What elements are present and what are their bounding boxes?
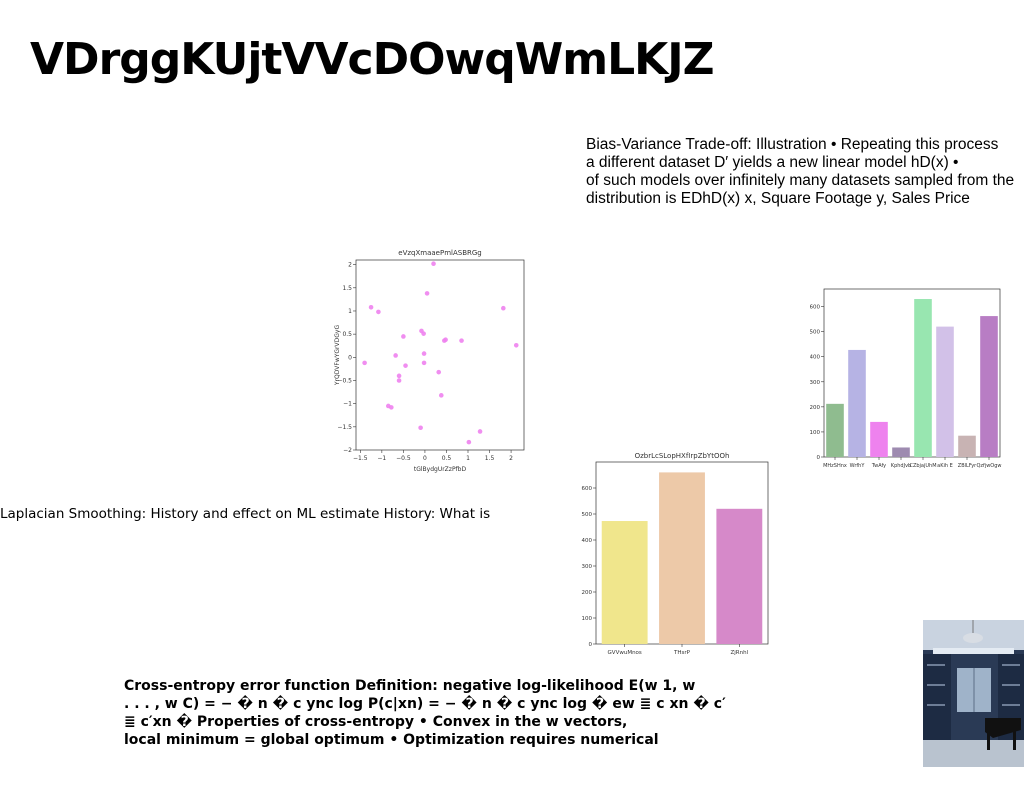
right-x-tick-label: KphdJvb bbox=[891, 463, 911, 469]
middle-y-tick-label: 100 bbox=[582, 616, 593, 622]
right-y-tick-label: 100 bbox=[810, 430, 820, 436]
middle-bar bbox=[601, 521, 648, 644]
scatter-y-tick-label: 0 bbox=[348, 354, 352, 361]
room-photo bbox=[923, 620, 1024, 767]
scatter-point bbox=[418, 425, 423, 431]
bar-chart-middle: OzbrLcSLopHXfIrpZbYtOOh 0 100 200 300 400 500… bbox=[582, 452, 769, 656]
scatter-x-tick-label: −1.5 bbox=[353, 455, 368, 462]
right-bar bbox=[826, 403, 844, 457]
right-y-tick-label: 0 bbox=[817, 455, 821, 461]
scatter-x-tick-label: 0.5 bbox=[442, 455, 452, 462]
scatter-point bbox=[501, 305, 506, 311]
right-bar bbox=[914, 299, 932, 457]
scatter-point bbox=[393, 353, 398, 358]
scatter-point bbox=[362, 360, 367, 366]
right-y-tick-label: 200 bbox=[810, 405, 820, 411]
middle-y-ticks: 0 100 200 300 400 500 600 bbox=[582, 486, 596, 648]
middle-bar bbox=[659, 472, 705, 644]
scatter-chart-title: eVzqXmaaePmlASBRGg bbox=[398, 249, 481, 257]
scatter-point bbox=[401, 334, 406, 339]
right-bar bbox=[848, 349, 866, 457]
scatter-point bbox=[403, 363, 408, 368]
right-bar bbox=[870, 421, 888, 457]
scatter-x-ticks: −1.5 −1 −0.5 0 0.5 1 1.5 2 bbox=[353, 450, 513, 462]
right-x-tick-label: CZbjajUhM bbox=[909, 463, 936, 469]
right-y-tick-label: 600 bbox=[810, 305, 820, 311]
bar-chart-right: 0 100 200 300 400 500 600 MHzSHnx WrfhY TwAfy Kph… bbox=[810, 288, 1002, 469]
scatter-y-tick-label: −2 bbox=[343, 447, 352, 454]
middle-y-tick-label: 0 bbox=[589, 642, 593, 648]
middle-y-tick-label: 500 bbox=[582, 512, 593, 518]
scatter-point bbox=[436, 369, 442, 375]
scatter-y-ticks: −2 −1.5 −1 −0.5 0 0.5 1 1.5 2 bbox=[337, 262, 356, 454]
middle-bars bbox=[601, 472, 763, 644]
laplacian-text: Laplacian Smoothing: History and effect … bbox=[0, 506, 491, 522]
scatter-x-tick-label: −1 bbox=[377, 455, 386, 462]
scatter-point bbox=[466, 439, 472, 445]
cross-entropy-text: Cross-entropy error function Definition:… bbox=[124, 678, 726, 748]
scatter-x-label: tGlBydgUrZzPfbD bbox=[414, 466, 467, 473]
scatter-point bbox=[443, 337, 448, 343]
scatter-point bbox=[421, 351, 427, 356]
scatter-x-tick-label: 1 bbox=[466, 455, 470, 462]
scatter-point bbox=[421, 331, 426, 336]
middle-x-tick-label: THsrP bbox=[673, 650, 691, 656]
right-y-tick-label: 400 bbox=[810, 355, 820, 361]
right-bar bbox=[958, 435, 976, 457]
right-bars bbox=[826, 299, 998, 457]
scatter-x-tick-label: −0.5 bbox=[396, 455, 411, 462]
scatter-y-tick-label: −1 bbox=[343, 401, 352, 408]
scatter-point bbox=[438, 393, 444, 398]
slide-title: VDrggKUjtVVcDOwqWmLKJZ bbox=[30, 34, 714, 85]
right-bar bbox=[980, 316, 998, 457]
scatter-y-tick-label: −0.5 bbox=[337, 377, 352, 384]
scatter-point bbox=[376, 309, 381, 315]
scatter-plot-frame bbox=[355, 259, 525, 451]
right-x-tick-label: MHzSHnx bbox=[823, 463, 847, 469]
right-x-tick-label: TwAfy bbox=[871, 463, 886, 469]
middle-y-tick-label: 200 bbox=[582, 590, 593, 596]
scatter-x-tick-label: 1.5 bbox=[485, 455, 495, 462]
scatter-point bbox=[477, 429, 483, 434]
scatter-point bbox=[431, 261, 436, 267]
scatter-y-tick-label: 1 bbox=[348, 308, 352, 315]
right-bar bbox=[892, 447, 910, 457]
scatter-point bbox=[421, 360, 427, 366]
middle-y-tick-label: 300 bbox=[582, 564, 593, 570]
right-y-ticks: 0 100 200 300 400 500 600 bbox=[810, 305, 824, 461]
middle-x-tick-label: ZjRnhl bbox=[731, 650, 749, 656]
right-x-tick-label: WrfhY bbox=[850, 463, 866, 469]
scatter-y-tick-label: −1.5 bbox=[337, 424, 352, 431]
right-y-tick-label: 500 bbox=[810, 330, 820, 336]
scatter-point bbox=[396, 373, 402, 379]
right-x-tick-label: ZBlLFyr bbox=[958, 463, 977, 469]
scatter-chart: eVzqXmaaePmlASBRGg −1.5 −1 −0.5 0 0.5 1 1.5 2 −… bbox=[334, 249, 525, 473]
scatter-x-tick-label: 2 bbox=[509, 455, 513, 462]
middle-bar bbox=[716, 508, 763, 644]
scatter-point bbox=[459, 338, 464, 343]
right-plot-frame bbox=[823, 288, 1001, 458]
right-y-tick-label: 300 bbox=[810, 380, 820, 386]
right-bar bbox=[936, 326, 954, 457]
middle-x-tick-label: GVVwuMnos bbox=[608, 650, 642, 656]
right-x-tick-label: QzfjwOgw bbox=[977, 463, 1002, 469]
middle-chart-title: OzbrLcSLopHXfIrpZbYtOOh bbox=[635, 452, 730, 460]
right-x-tick-label: aKih E bbox=[937, 463, 953, 469]
scatter-y-tick-label: 0.5 bbox=[342, 331, 352, 338]
scatter-y-label: YrQDVFwYGrVDGyG bbox=[334, 325, 341, 387]
scatter-points bbox=[362, 261, 519, 445]
scatter-point bbox=[368, 304, 374, 310]
scatter-point bbox=[424, 291, 430, 296]
scatter-point bbox=[396, 378, 402, 383]
scatter-y-tick-label: 2 bbox=[348, 262, 352, 269]
scatter-x-tick-label: 0 bbox=[423, 455, 427, 462]
bias-variance-text: Bias-Variance Trade-off: Illustration • … bbox=[586, 136, 1015, 207]
scatter-point bbox=[513, 342, 519, 348]
middle-y-tick-label: 600 bbox=[582, 486, 593, 492]
middle-y-tick-label: 400 bbox=[582, 538, 593, 544]
scatter-point bbox=[389, 405, 394, 410]
middle-x-ticks: GVVwuMnos THsrP ZjRnhl bbox=[608, 644, 749, 656]
scatter-y-tick-label: 1.5 bbox=[342, 285, 352, 292]
